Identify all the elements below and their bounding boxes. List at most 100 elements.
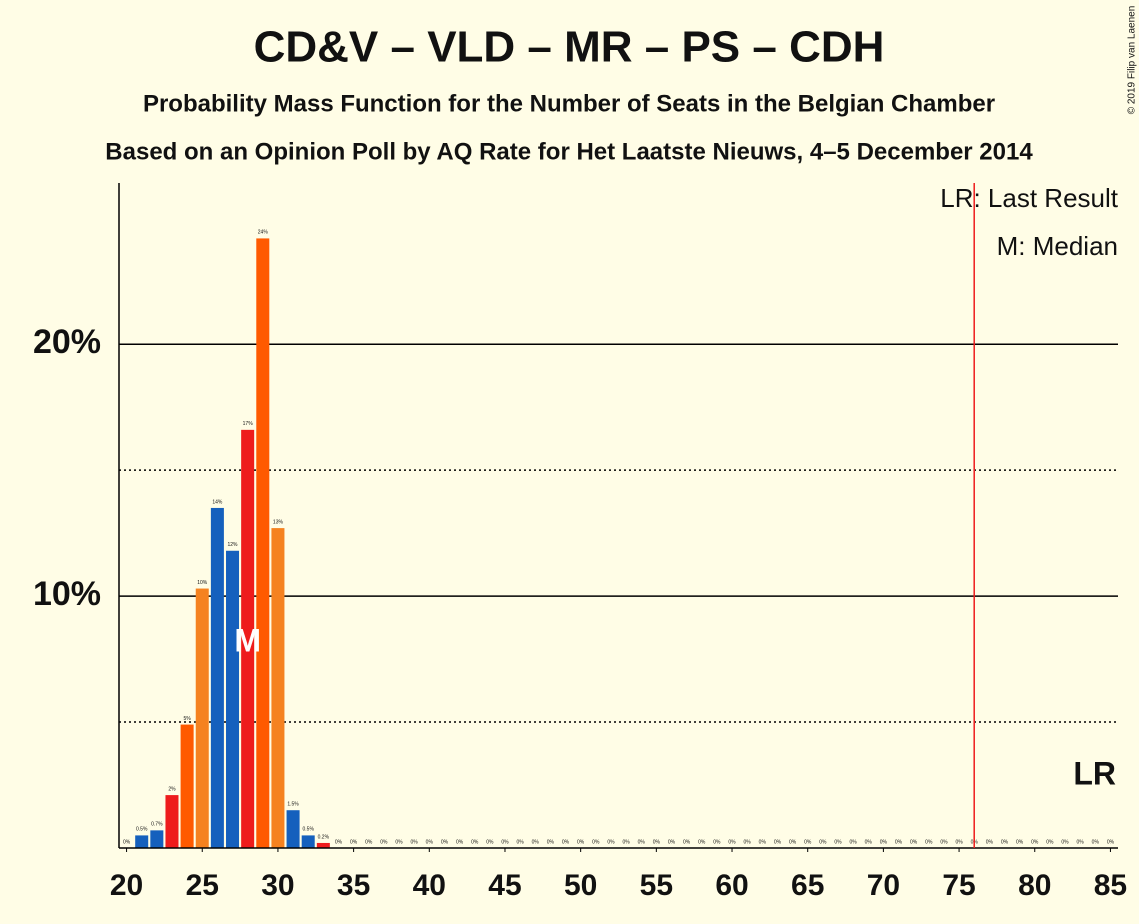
chart-subtitle: Based on an Opinion Poll by AQ Rate for … <box>105 138 1033 165</box>
value-label: 0% <box>986 839 994 845</box>
value-label: 0% <box>1092 839 1100 845</box>
bar <box>286 810 300 848</box>
value-label: 0% <box>441 839 449 845</box>
bar <box>301 835 315 848</box>
value-label: 24% <box>258 230 269 236</box>
bar <box>150 830 164 848</box>
value-label: 0% <box>1031 839 1039 845</box>
bar <box>195 588 209 848</box>
value-label: 0% <box>1016 839 1024 845</box>
value-label: 10% <box>197 580 208 586</box>
value-label: 0% <box>713 839 721 845</box>
x-tick-label: 50 <box>564 869 597 902</box>
x-tick-label: 45 <box>488 869 521 902</box>
value-label: 13% <box>273 519 284 525</box>
value-label: 0% <box>1061 839 1069 845</box>
value-label: 0% <box>501 839 509 845</box>
value-label: 0% <box>865 839 873 845</box>
bar <box>226 550 240 848</box>
value-label: 0% <box>1001 839 1009 845</box>
value-label: 12% <box>228 542 239 548</box>
value-label: 0% <box>849 839 857 845</box>
x-tick-label: 55 <box>640 869 673 902</box>
value-label: 0% <box>350 839 358 845</box>
y-tick-label: 20% <box>33 323 101 361</box>
value-label: 0% <box>411 839 419 845</box>
value-label: 0% <box>622 839 630 845</box>
value-label: 0% <box>607 839 615 845</box>
chart-subtitle: Probability Mass Function for the Number… <box>143 90 995 117</box>
bar <box>210 507 224 848</box>
median-marker: M <box>234 622 261 658</box>
value-label: 0.5% <box>136 827 148 833</box>
legend-entry: LR: Last Result <box>940 183 1119 213</box>
value-label: 2% <box>168 786 176 792</box>
x-tick-label: 65 <box>791 869 824 902</box>
value-label: 0% <box>638 839 646 845</box>
value-label: 0% <box>365 839 373 845</box>
value-label: 0% <box>426 839 434 845</box>
value-label: 0.2% <box>318 834 330 840</box>
value-label: 0% <box>834 839 842 845</box>
value-label: 0% <box>1107 839 1115 845</box>
value-label: 0% <box>774 839 782 845</box>
x-tick-label: 70 <box>867 869 900 902</box>
value-label: 0% <box>910 839 918 845</box>
value-label: 0% <box>895 839 903 845</box>
x-tick-label: 35 <box>337 869 370 902</box>
value-label: 5% <box>183 716 191 722</box>
bar <box>256 238 270 848</box>
y-tick-label: 10% <box>33 575 101 613</box>
value-label: 0% <box>819 839 827 845</box>
value-label: 0% <box>880 839 888 845</box>
value-label: 0% <box>471 839 479 845</box>
value-label: 0% <box>562 839 570 845</box>
x-tick-label: 30 <box>261 869 294 902</box>
chart-title: CD&V – VLD – MR – PS – CDH <box>254 23 885 72</box>
bar <box>135 835 149 848</box>
bar <box>241 429 255 848</box>
value-label: 0% <box>380 839 388 845</box>
x-tick-label: 25 <box>186 869 219 902</box>
value-label: 0% <box>577 839 585 845</box>
value-label: 0% <box>1046 839 1054 845</box>
value-label: 0% <box>532 839 540 845</box>
value-label: 0% <box>1077 839 1085 845</box>
value-label: 0% <box>335 839 343 845</box>
value-label: 0% <box>683 839 691 845</box>
value-label: 0% <box>486 839 494 845</box>
value-label: 0% <box>516 839 524 845</box>
value-label: 0% <box>395 839 403 845</box>
bar <box>271 528 285 848</box>
legend-entry: M: Median <box>997 231 1118 261</box>
value-label: 0% <box>789 839 797 845</box>
value-label: 1.5% <box>287 802 299 808</box>
value-label: 17% <box>243 421 254 427</box>
bar <box>316 842 330 848</box>
bar <box>180 724 194 848</box>
value-label: 0% <box>123 839 131 845</box>
value-label: 0% <box>728 839 736 845</box>
value-label: 0% <box>940 839 948 845</box>
x-tick-label: 60 <box>715 869 748 902</box>
bar <box>165 795 179 848</box>
value-label: 0% <box>547 839 555 845</box>
x-tick-label: 80 <box>1018 869 1051 902</box>
value-label: 0.7% <box>151 822 163 828</box>
value-label: 14% <box>212 499 223 505</box>
value-label: 0% <box>592 839 600 845</box>
value-label: 0% <box>744 839 752 845</box>
value-label: 0.5% <box>303 827 315 833</box>
x-tick-label: 85 <box>1094 869 1127 902</box>
value-label: 0% <box>925 839 933 845</box>
value-label: 0% <box>759 839 767 845</box>
value-label: 0% <box>955 839 963 845</box>
value-label: 0% <box>653 839 661 845</box>
x-tick-label: 40 <box>413 869 446 902</box>
value-label: 0% <box>804 839 812 845</box>
value-label: 0% <box>668 839 676 845</box>
x-tick-label: 20 <box>110 869 143 902</box>
x-tick-label: 75 <box>942 869 975 902</box>
